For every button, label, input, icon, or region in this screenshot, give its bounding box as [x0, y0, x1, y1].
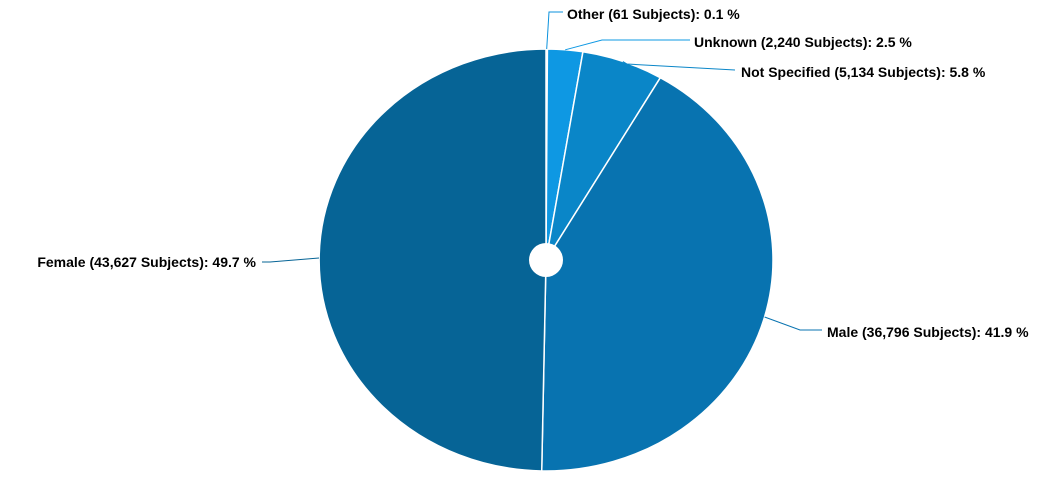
- pie-slice-male[interactable]: [540, 76, 774, 472]
- slice-label-unknown: Unknown (2,240 Subjects): 2.5 %: [694, 34, 912, 50]
- label-connectors: [262, 11, 822, 331]
- slice-label-male: Male (36,796 Subjects): 41.9 %: [827, 324, 1029, 340]
- connector-male: [764, 316, 822, 331]
- connector-unknown: [565, 39, 690, 51]
- connector-female: [262, 257, 320, 263]
- slice-labels: Other (61 Subjects): 0.1 % Unknown (2,240…: [37, 6, 1029, 340]
- connector-not-specified: [622, 61, 736, 71]
- connector-other: [546, 11, 563, 50]
- pie-center-hole: [529, 243, 563, 277]
- slice-label-female: Female (43,627 Subjects): 49.7 %: [37, 254, 256, 270]
- pie-slice-female[interactable]: [318, 48, 547, 472]
- pie-slices: [318, 48, 774, 472]
- slice-label-not-specified: Not Specified (5,134 Subjects): 5.8 %: [741, 64, 986, 80]
- slice-label-other: Other (61 Subjects): 0.1 %: [567, 6, 740, 22]
